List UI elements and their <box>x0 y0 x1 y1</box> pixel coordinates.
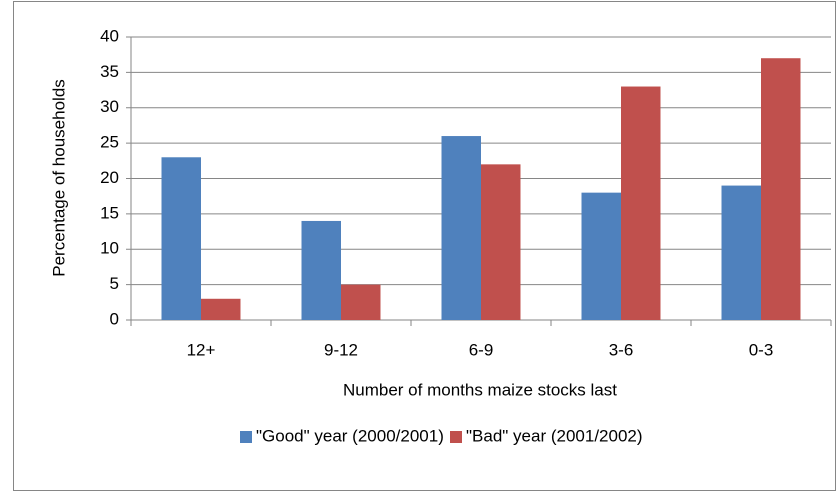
x-tick-label: 6-9 <box>469 340 494 359</box>
bar <box>341 284 381 320</box>
chart-border <box>13 1 836 491</box>
bar <box>201 298 241 320</box>
bar <box>721 185 761 320</box>
bar <box>481 164 521 320</box>
y-tick-label: 15 <box>100 203 119 222</box>
bar <box>161 157 201 320</box>
x-tick-label: 3-6 <box>609 340 634 359</box>
y-tick-label: 20 <box>100 168 119 187</box>
y-axis-title: Percentage of households <box>49 79 68 277</box>
bar <box>621 86 661 321</box>
y-tick-label: 35 <box>100 62 119 81</box>
x-tick-label: 9-12 <box>324 340 358 359</box>
legend-swatch <box>450 431 462 443</box>
y-tick-label: 10 <box>100 239 119 258</box>
legend-swatch <box>240 431 252 443</box>
x-axis-title: Number of months maize stocks last <box>343 380 617 399</box>
bar <box>761 58 801 320</box>
bar <box>301 220 341 320</box>
legend-label: "Bad" year (2001/2002) <box>466 426 643 445</box>
y-tick-label: 25 <box>100 133 119 152</box>
y-tick-label: 30 <box>100 97 119 116</box>
y-tick-label: 0 <box>110 309 119 328</box>
legend-label: "Good" year (2000/2001) <box>256 426 444 445</box>
bar <box>581 192 621 320</box>
x-tick-label: 12+ <box>187 340 216 359</box>
x-tick-label: 0-3 <box>749 340 774 359</box>
y-tick-label: 40 <box>100 26 119 45</box>
y-tick-label: 5 <box>110 274 119 293</box>
bar <box>441 136 481 320</box>
